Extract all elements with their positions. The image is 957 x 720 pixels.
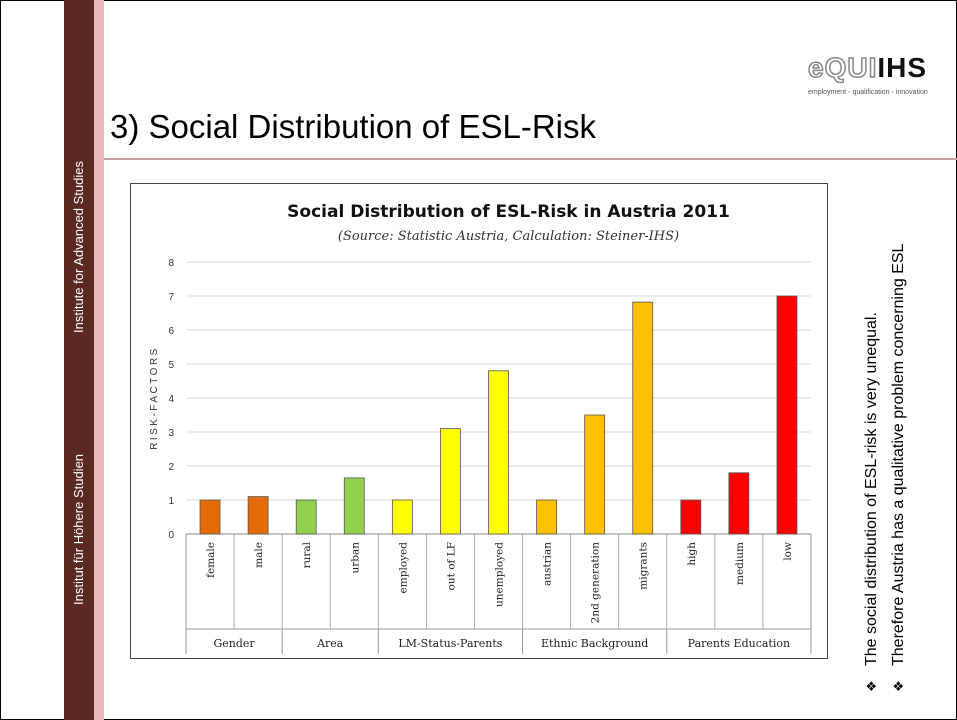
category-label: urban	[349, 542, 361, 574]
y-tick-label: 0	[168, 530, 174, 541]
bullet-text: The social distribution of ESL-risk is v…	[863, 312, 880, 666]
bar-urban	[343, 477, 365, 535]
y-axis-label: RISK-FACTORS	[149, 346, 160, 450]
chart-subtitle: (Source: Statistic Austria, Calculation:…	[338, 229, 679, 244]
slide-title: 3) Social Distribution of ESL-Risk	[110, 108, 597, 145]
bar-high	[680, 499, 702, 535]
category-label: 2nd generation	[590, 542, 602, 624]
y-tick-label: 4	[168, 394, 174, 405]
bar-out-of-LF	[440, 428, 461, 535]
category-label: austrian	[542, 542, 554, 586]
group-label: Gender	[213, 637, 255, 650]
chart-title: Social Distribution of ESL-Risk in Austr…	[287, 202, 730, 222]
y-tick-label: 5	[168, 360, 174, 371]
bar-medium	[728, 472, 750, 535]
logo-name-part1: eQUI	[807, 51, 878, 84]
category-label: employed	[397, 542, 409, 594]
y-tick-label: 3	[168, 428, 174, 439]
group-label: Parents Education	[688, 637, 790, 650]
category-label: rural	[301, 541, 313, 568]
bar-male	[247, 496, 269, 535]
bar-chart: Social Distribution of ESL-Risk in Austr…	[149, 202, 812, 654]
y-tick-label: 1	[168, 496, 174, 507]
bullet-text: Therefore Austria has a qualitative prob…	[890, 243, 907, 666]
group-label: LM-Status-Parents	[398, 637, 502, 650]
y-tick-label: 8	[168, 258, 174, 269]
bar-2nd-generation	[584, 414, 606, 535]
logo-name-part2: IHS	[877, 52, 928, 83]
logo-tagline: employment ◦ qualification ◦ innovation	[808, 89, 928, 96]
bullet-mark-icon: ❖	[891, 680, 906, 692]
bar-austrian	[536, 499, 557, 535]
equi-ihs-logo: eQUIIHS employment ◦ qualification ◦ inn…	[807, 51, 938, 102]
bar-migrants	[632, 301, 654, 535]
category-label: low	[782, 542, 794, 561]
sidebar-band	[64, 0, 94, 720]
y-tick-label: 2	[168, 462, 174, 473]
sidebar-label-german: Institut für Höhere Studien	[71, 453, 86, 605]
y-tick-label: 6	[168, 326, 174, 337]
bullet-mark-icon: ❖	[864, 680, 879, 692]
bullet-item-1: ❖ The social distribution of ESL-risk is…	[862, 172, 881, 692]
bar-employed	[391, 499, 413, 535]
category-label: male	[253, 542, 265, 568]
title-underline	[104, 158, 957, 160]
bar-rural	[295, 499, 317, 535]
sidebar-accent	[94, 0, 104, 720]
category-label: unemployed	[494, 542, 506, 607]
category-label: female	[205, 542, 217, 578]
bar-unemployed	[488, 370, 509, 535]
bar-female	[199, 499, 221, 535]
bullet-list: ❖ The social distribution of ESL-risk is…	[862, 172, 916, 692]
group-label: Area	[316, 637, 344, 650]
category-label: out of LF	[445, 542, 457, 590]
bullet-item-2: ❖ Therefore Austria has a qualitative pr…	[889, 172, 908, 692]
bar-low	[776, 295, 798, 535]
chart-container: Social Distribution of ESL-Risk in Austr…	[130, 183, 828, 659]
category-label: medium	[734, 542, 746, 585]
sidebar-label-english: Institute for Advanced Studies	[71, 161, 86, 333]
group-label: Ethnic Background	[541, 637, 648, 650]
y-tick-label: 7	[168, 292, 174, 303]
category-label: high	[686, 542, 698, 566]
category-label: migrants	[638, 542, 650, 590]
